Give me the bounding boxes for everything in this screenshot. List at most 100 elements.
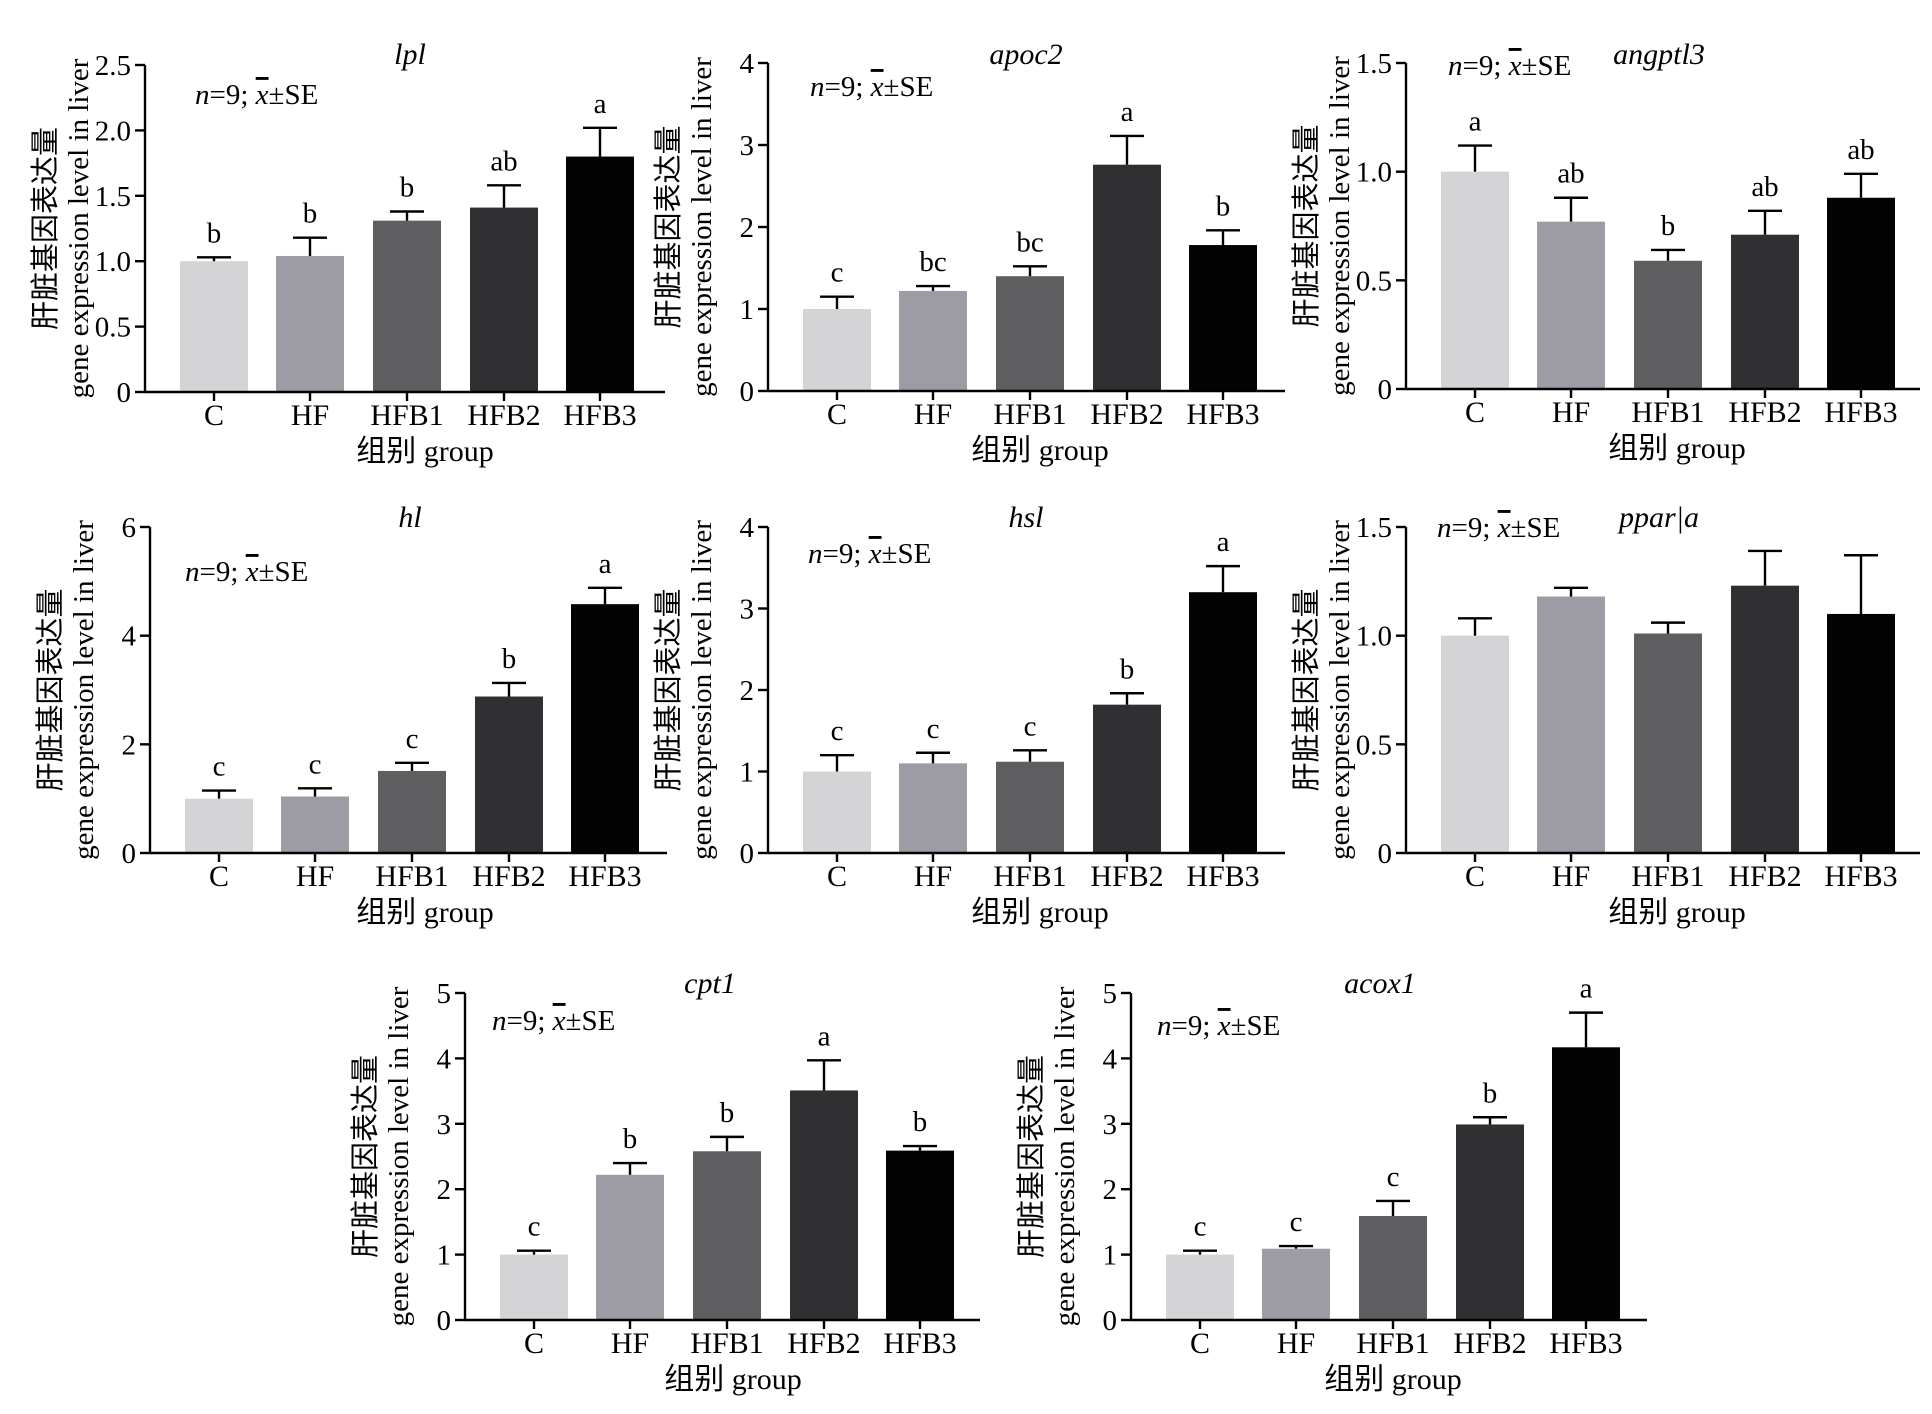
x-axis-title: 组别 group xyxy=(356,896,494,929)
y-axis-title-en: gene expression level in liver xyxy=(1324,520,1356,860)
significance-letter-HF: bc xyxy=(919,246,946,278)
x-tick-label-HF: HF xyxy=(611,1327,649,1360)
note-se: ±SE xyxy=(566,1005,616,1037)
significance-letter-C: c xyxy=(831,257,844,289)
significance-letter-C: c xyxy=(213,751,226,783)
bar-HFB2 xyxy=(1731,585,1799,853)
y-tick-label: 1 xyxy=(1103,1240,1118,1272)
note-n-value: =9; xyxy=(1452,512,1498,544)
chart-body: c Cb HF b HFB1 a HFB2 b HFB3 0 1 2 3 4 5 cpt1 n=9; x±SE 肝… xyxy=(349,967,980,1396)
note-n: n xyxy=(808,538,823,570)
x-tick-label-HFB2: HFB2 xyxy=(467,399,540,432)
note-n-value: =9; xyxy=(825,71,871,103)
significance-letter-C: b xyxy=(207,217,222,249)
gene-title: acox1 xyxy=(1344,967,1416,1000)
bar-HFB1 xyxy=(1634,633,1702,853)
x-tick-label-C: C xyxy=(1190,1327,1210,1360)
bar-C xyxy=(185,798,253,853)
x-tick-label-HFB1: HFB1 xyxy=(1631,396,1704,429)
significance-letter-HFB1: b xyxy=(720,1097,735,1129)
chart-panel-pparа: C HF HFB1 HFB2 HFB3 0 0.5 1.0 1.5 ppar|a n=9; x±SE… xyxy=(1290,501,1920,929)
note-se: ±SE xyxy=(882,538,932,570)
significance-letter-HFB2: b xyxy=(1483,1077,1498,1109)
x-tick-label-HFB1: HFB1 xyxy=(993,398,1066,431)
y-tick-label: 1 xyxy=(437,1240,452,1272)
significance-letter-C: c xyxy=(528,1211,541,1243)
note-mean: x xyxy=(1508,50,1522,82)
gene-title: lpl xyxy=(394,38,426,71)
significance-letter-HF: b xyxy=(303,198,318,230)
y-tick-label: 3 xyxy=(740,130,755,162)
x-tick-label-HFB2: HFB2 xyxy=(1728,396,1801,429)
y-axis-title-cn: 肝脏基因表达量 xyxy=(34,588,67,791)
bar-HF xyxy=(1537,221,1605,389)
bar-HF xyxy=(281,796,349,853)
y-tick-label: 0.5 xyxy=(1356,265,1392,297)
y-tick-label: 2 xyxy=(437,1174,452,1206)
x-tick-label-HFB1: HFB1 xyxy=(993,860,1066,893)
y-tick-label: 1.0 xyxy=(95,246,131,278)
bar-HFB1 xyxy=(996,761,1064,853)
bar-HFB3 xyxy=(571,604,639,853)
y-tick-label: 0 xyxy=(740,376,755,408)
y-tick-label: 4 xyxy=(740,48,755,80)
significance-letter-HFB1: c xyxy=(406,723,419,755)
x-axis-title: 组别 group xyxy=(1608,432,1746,465)
x-tick-label-C: C xyxy=(827,398,847,431)
significance-letter-HF: c xyxy=(927,713,940,745)
bar-HFB2 xyxy=(1731,234,1799,389)
y-tick-label: 0 xyxy=(117,377,132,409)
y-axis-title-en: gene expression level in liver xyxy=(686,57,718,397)
significance-letter-HFB2: a xyxy=(818,1020,831,1052)
y-tick-label: 3 xyxy=(1103,1109,1118,1141)
x-axis-title: 组别 group xyxy=(1324,1363,1462,1396)
x-tick-label-HF: HF xyxy=(291,399,329,432)
significance-letter-HFB2: a xyxy=(1121,96,1134,128)
y-axis-title-cn: 肝脏基因表达量 xyxy=(1015,1055,1048,1258)
bar-HF xyxy=(1537,596,1605,853)
chart-panel-hl: c Cc HF c HFB1 b HFB2 a HFB3 0 2 4 6 hl n=9; x±SE 肝脏基因表… xyxy=(34,501,667,929)
x-axis-title: 组别 group xyxy=(1608,896,1746,929)
y-tick-label: 2 xyxy=(740,675,755,707)
x-tick-label-HFB3: HFB3 xyxy=(1824,860,1897,893)
bar-HFB3 xyxy=(1827,613,1895,853)
significance-letter-HFB3: a xyxy=(594,88,607,120)
note-se: ±SE xyxy=(259,556,309,588)
sample-size-note: n=9; x±SE xyxy=(195,79,318,111)
x-tick-label-C: C xyxy=(524,1327,544,1360)
chart-panel-cpt1: c Cb HF b HFB1 a HFB2 b HFB3 0 1 2 3 4 5 cpt1 n=9; x±SE 肝… xyxy=(349,967,980,1396)
note-se: ±SE xyxy=(884,71,934,103)
x-tick-label-C: C xyxy=(209,860,229,893)
bar-HFB1 xyxy=(1359,1216,1427,1320)
bar-HFB1 xyxy=(1634,260,1702,389)
significance-letter-HF: c xyxy=(1290,1206,1303,1238)
sample-size-note: n=9; x±SE xyxy=(808,538,931,570)
chart-body: b Cb HF b HFB1 ab HFB2 a HFB3 0 0.5 1.0 1.5 2.0 2.5 lpl… xyxy=(29,38,665,468)
significance-letter-HFB1: c xyxy=(1024,710,1037,742)
y-axis-title-cn: 肝脏基因表达量 xyxy=(29,127,62,330)
significance-letter-HFB3: a xyxy=(1580,973,1593,1005)
bar-HFB2 xyxy=(790,1090,858,1320)
note-mean: x xyxy=(868,538,882,570)
gene-title: hl xyxy=(398,501,421,534)
sample-size-note: n=9; x±SE xyxy=(185,556,308,588)
x-tick-label-HF: HF xyxy=(1277,1327,1315,1360)
bar-C xyxy=(1441,171,1509,389)
sample-size-note: n=9; x±SE xyxy=(1448,50,1571,82)
significance-letter-HFB1: bc xyxy=(1016,226,1043,258)
significance-letter-C: c xyxy=(831,715,844,747)
chart-body: C HF HFB1 HFB2 HFB3 0 0.5 1.0 1.5 ppar|a n=9; x±SE… xyxy=(1290,501,1920,929)
y-axis-title-en: gene expression level in liver xyxy=(63,58,95,398)
y-axis-title-cn: 肝脏基因表达量 xyxy=(1290,588,1323,791)
significance-letter-HFB3: a xyxy=(599,548,612,580)
y-axis-title-cn: 肝脏基因表达量 xyxy=(1290,124,1323,327)
significance-letter-C: c xyxy=(1194,1211,1207,1243)
y-tick-label: 2 xyxy=(122,729,137,761)
bar-HFB3 xyxy=(1189,592,1257,853)
y-tick-label: 1.5 xyxy=(95,181,131,213)
bar-HF xyxy=(1262,1248,1330,1320)
x-tick-label-HFB2: HFB2 xyxy=(1090,860,1163,893)
bar-HFB3 xyxy=(1827,197,1895,389)
bar-C xyxy=(803,771,871,853)
x-tick-label-HF: HF xyxy=(1552,396,1590,429)
